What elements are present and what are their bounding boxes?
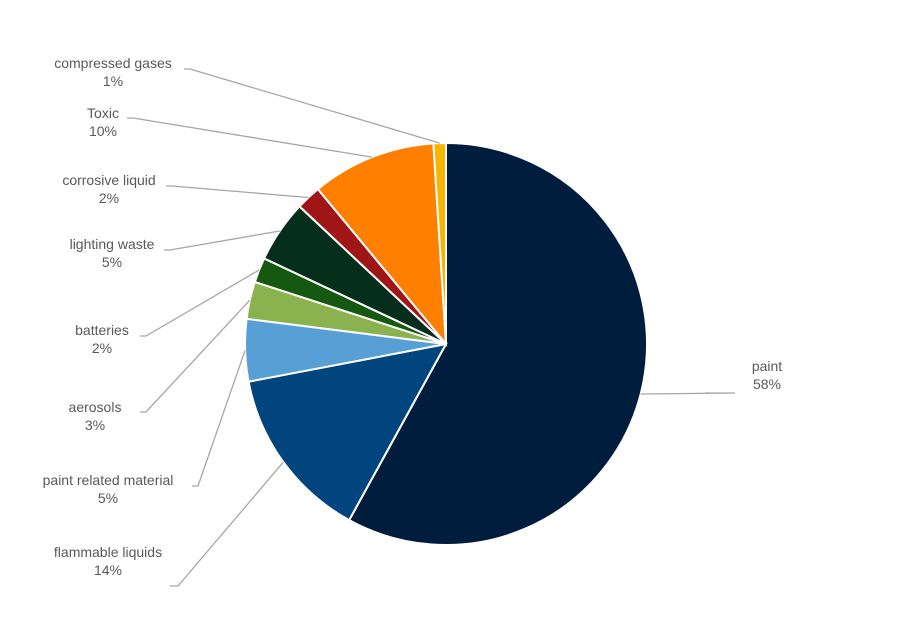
slice-percent-label: 2% — [92, 340, 112, 356]
data-label-aerosols: aerosols 3% — [69, 399, 122, 433]
slice-category-label: flammable liquids — [54, 544, 162, 560]
slice-percent-label: 5% — [102, 254, 122, 270]
slice-percent-label: 14% — [94, 562, 122, 578]
slice-category-label: paint related material — [43, 472, 174, 488]
data-label-compressed-gases: compressed gases 1% — [54, 55, 172, 89]
data-label-toxic: Toxic 10% — [87, 105, 119, 139]
leader-line-batteries — [140, 269, 260, 337]
data-label-paint: paint 58% — [752, 358, 782, 392]
leader-line-aerosols — [140, 299, 251, 413]
slice-percent-label: 1% — [103, 73, 123, 89]
slice-percent-label: 5% — [98, 490, 118, 506]
slice-percent-label: 2% — [99, 190, 119, 206]
slice-percent-label: 10% — [89, 123, 117, 139]
pie-slice-toxic — [316, 142, 448, 348]
slice-category-label: paint — [752, 358, 782, 374]
slice-percent-label: 58% — [753, 376, 781, 392]
slice-percent-label: 3% — [85, 417, 105, 433]
slice-category-label: batteries — [75, 322, 129, 338]
data-label-lighting-waste: lighting waste 5% — [70, 236, 155, 270]
data-label-flammable-liquids: flammable liquids 14% — [54, 544, 162, 578]
slice-category-label: compressed gases — [54, 55, 172, 71]
leader-line-flammable-liquids — [170, 461, 284, 587]
data-label-paint-related-material: paint related material 5% — [43, 472, 174, 506]
leader-line-paint — [640, 392, 736, 395]
pie-slice-paint — [347, 141, 648, 546]
leader-line-paint-related-material — [192, 350, 246, 487]
slice-category-label: aerosols — [69, 399, 122, 415]
slice-category-label: corrosive liquid — [62, 172, 155, 188]
slice-category-label: lighting waste — [70, 236, 155, 252]
leader-line-compressed-gases — [184, 68, 440, 144]
slice-category-label: Toxic — [87, 105, 119, 121]
slices-layer — [244, 141, 648, 546]
leader-line-toxic — [127, 117, 373, 158]
leader-lines-layer — [127, 68, 736, 587]
pie-slice-flammable-liquids — [247, 342, 448, 522]
leader-line-corrosive-liquid — [166, 185, 309, 199]
data-label-batteries: batteries 2% — [75, 322, 129, 356]
data-label-corrosive-liquid: corrosive liquid 2% — [62, 172, 155, 206]
leader-line-lighting-waste — [164, 230, 280, 251]
data-labels-layer: paint 58% flammable liquids 14% paint relate… — [43, 55, 783, 578]
